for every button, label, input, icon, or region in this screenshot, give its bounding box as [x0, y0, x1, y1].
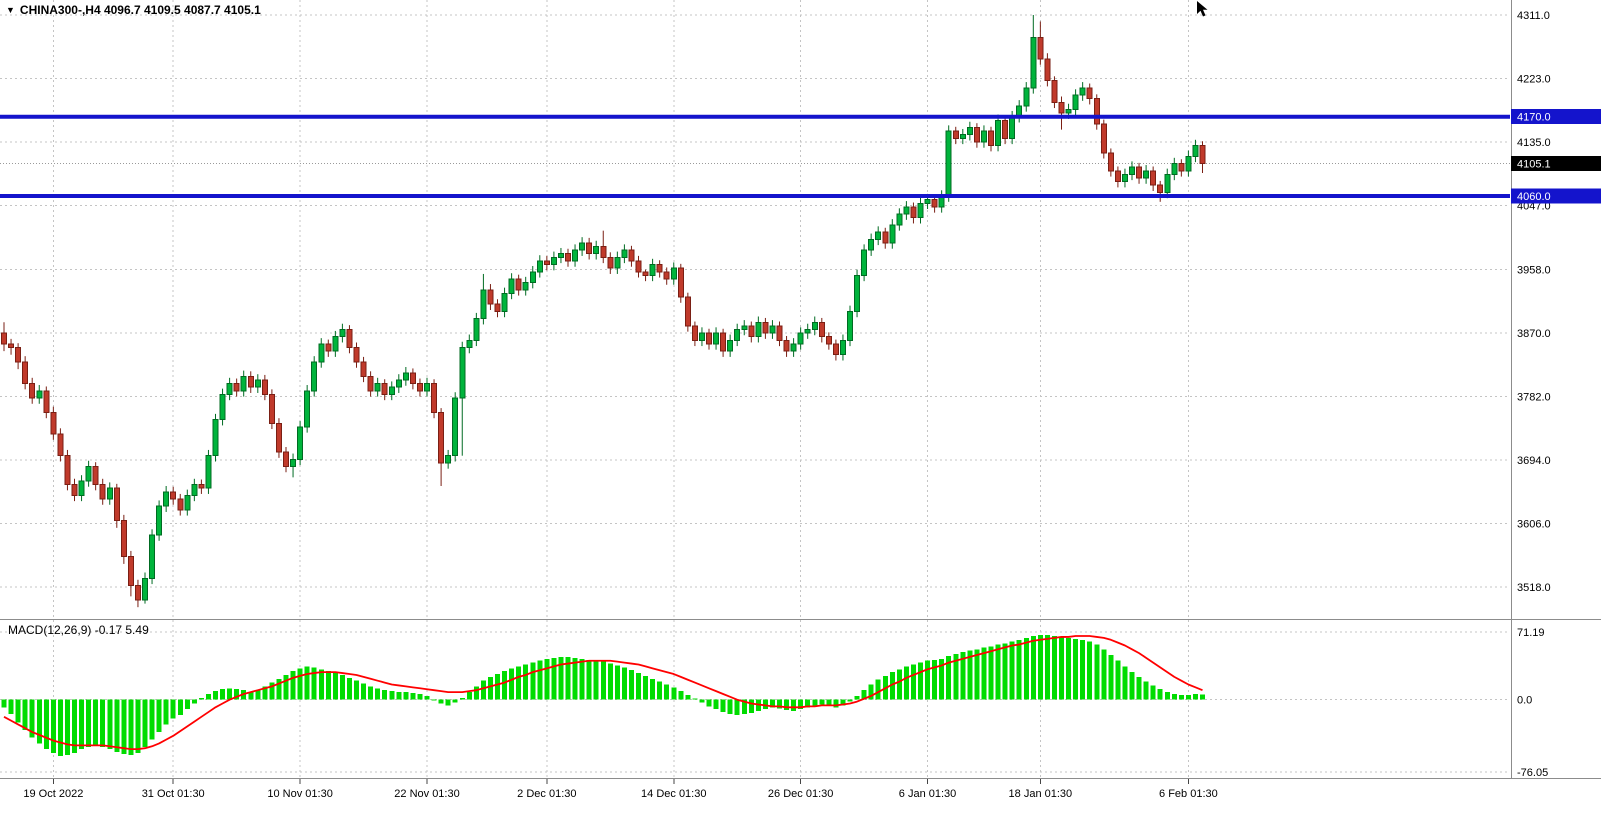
macd-tick-label: -76.05 [1517, 767, 1548, 779]
macd-histogram [1, 635, 1205, 756]
time-tick-label: 6 Feb 01:30 [1159, 788, 1218, 800]
time-tick-label: 19 Oct 2022 [23, 788, 83, 800]
symbol-dropdown-icon[interactable]: ▼ [6, 4, 15, 15]
current-price-badge [1511, 156, 1601, 172]
price-tick-label: 3870.0 [1517, 328, 1551, 340]
time-tick-label: 26 Dec 01:30 [768, 788, 833, 800]
symbol-ohlc-label: CHINA300-,H4 4096.7 4109.5 4087.7 4105.1 [19, 3, 261, 17]
price-axis[interactable]: 4311.04223.04135.04047.03958.03870.03782… [1517, 10, 1551, 779]
time-tick-label: 2 Dec 01:30 [517, 788, 576, 800]
mouse-cursor-icon [1197, 1, 1208, 17]
time-tick-label: 10 Nov 01:30 [267, 788, 332, 800]
macd-signal-line [3, 635, 1203, 751]
time-tick-label: 31 Oct 01:30 [142, 788, 205, 800]
axis-badges: 4170.0 4060.0 4105.1 [1511, 109, 1601, 204]
price-tick-label: 3782.0 [1517, 392, 1551, 404]
price-tick-label: 3518.0 [1517, 582, 1551, 594]
level-price-badge[interactable] [1511, 188, 1601, 204]
time-tick-label: 6 Jan 01:30 [899, 788, 957, 800]
time-tick-label: 14 Dec 01:30 [641, 788, 706, 800]
candlestick-series [1, 15, 1206, 608]
price-tick-label: 3958.0 [1517, 265, 1551, 277]
macd-tick-label: 0.0 [1517, 695, 1532, 707]
price-tick-label: 4223.0 [1517, 73, 1551, 85]
current-price-badge-label: 4105.1 [1517, 159, 1551, 171]
gridlines [0, 0, 1510, 778]
time-tick-label: 22 Nov 01:30 [394, 788, 459, 800]
time-tick-label: 18 Jan 01:30 [1009, 788, 1073, 800]
price-tick-label: 3606.0 [1517, 519, 1551, 531]
price-tick-label: 3694.0 [1517, 455, 1551, 467]
price-tick-label: 4311.0 [1517, 10, 1550, 22]
level-price-badge-label: 4060.0 [1517, 191, 1551, 203]
macd-indicator-label: MACD(12,26,9) -0.17 5.49 [8, 623, 149, 637]
price-tick-label: 4135.0 [1517, 137, 1551, 149]
time-axis[interactable]: 19 Oct 2022 31 Oct 01:30 10 Nov 01:30 22 No… [23, 779, 1218, 800]
panel-separators [0, 0, 1601, 779]
level-price-badge-label: 4170.0 [1517, 112, 1551, 124]
level-price-badge[interactable] [1511, 109, 1601, 125]
macd-tick-label: 71.19 [1517, 627, 1545, 639]
chart-title: ▼ CHINA300-,H4 4096.7 4109.5 4087.7 4105… [6, 3, 261, 17]
